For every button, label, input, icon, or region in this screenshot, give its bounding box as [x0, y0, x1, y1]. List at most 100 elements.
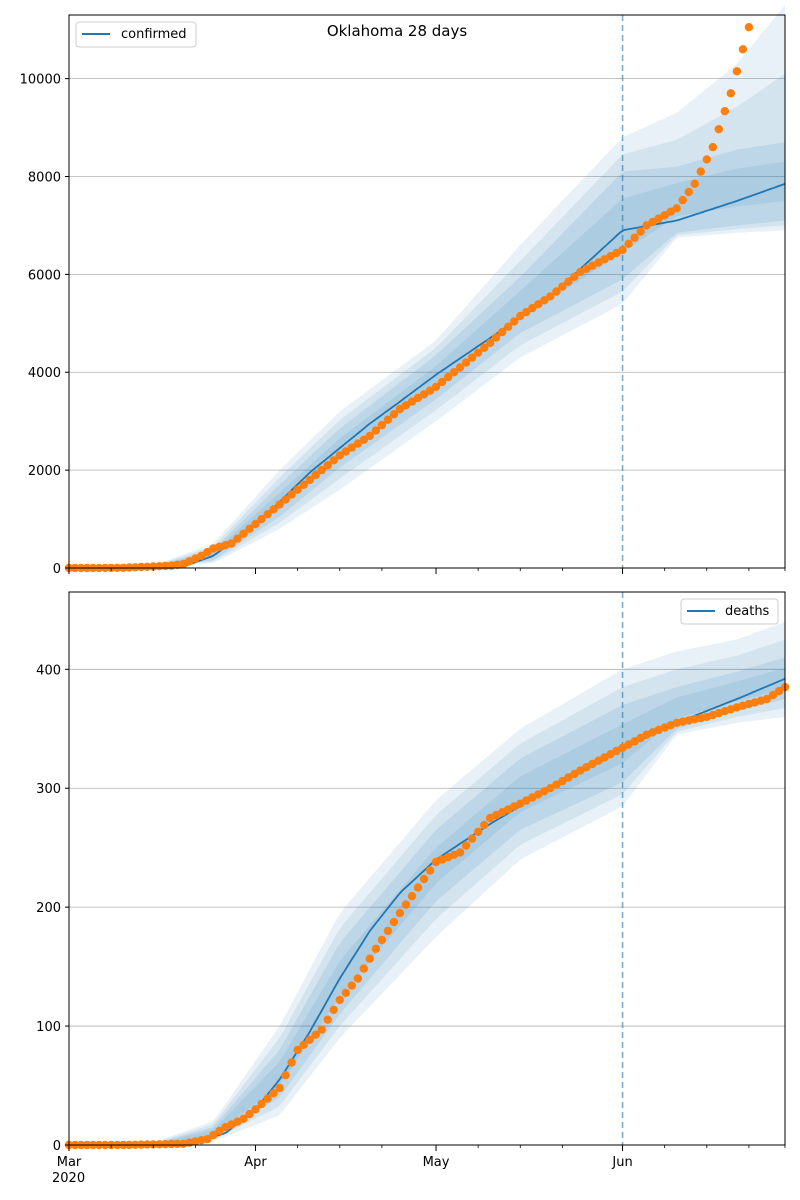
observed-point — [437, 377, 447, 387]
plot-area-confirmed — [69, 15, 785, 568]
observed-point — [425, 386, 435, 395]
y-tick-label: 200 — [36, 901, 61, 916]
observed-point — [401, 401, 411, 410]
observed-point — [143, 562, 152, 571]
y-tick-label: 100 — [36, 1020, 61, 1035]
observed-point — [654, 214, 663, 223]
observed-point — [293, 1045, 302, 1055]
observed-point — [672, 204, 681, 213]
observed-point — [275, 500, 284, 509]
observed-point — [365, 954, 374, 963]
legend-box-deaths — [680, 598, 779, 625]
observed-point — [149, 562, 158, 571]
observed-point — [299, 1040, 308, 1050]
observed-point — [395, 404, 405, 414]
observed-point — [461, 841, 471, 850]
observed-point — [263, 1094, 272, 1103]
observed-point — [636, 227, 645, 236]
observed-point — [461, 358, 471, 367]
observed-point — [383, 926, 393, 936]
observed-point — [431, 382, 441, 392]
observed-point — [269, 1089, 278, 1098]
x-tick-year: 2020 — [52, 1171, 85, 1186]
observed-point — [389, 917, 399, 927]
observed-point — [455, 363, 465, 372]
observed-point — [522, 307, 531, 317]
legend-label-confirmed: confirmed — [121, 27, 187, 42]
observed-point — [335, 451, 344, 460]
observed-point — [149, 1140, 158, 1149]
observed-point — [359, 435, 368, 444]
observed-point — [473, 348, 483, 357]
observed-point — [504, 322, 513, 331]
observed-point — [293, 485, 302, 494]
observed-point — [287, 490, 296, 499]
observed-point — [383, 415, 393, 424]
observed-point — [732, 67, 742, 76]
observed-point — [353, 439, 362, 448]
observed-point — [161, 1140, 170, 1149]
legend-confirmed: confirmed — [75, 21, 197, 48]
observed-point — [407, 397, 417, 406]
observed-point — [480, 820, 489, 830]
observed-point — [269, 505, 278, 514]
observed-point — [341, 988, 350, 997]
observed-point — [558, 282, 567, 291]
observed-point — [570, 272, 579, 281]
observed-point — [564, 277, 573, 286]
observed-point — [738, 45, 748, 54]
observed-point — [678, 195, 687, 205]
observed-point — [467, 834, 477, 843]
observed-point — [173, 1139, 182, 1149]
observed-point — [215, 1126, 224, 1136]
observed-point — [197, 551, 206, 560]
legend-deaths: deaths — [680, 598, 779, 625]
observed-point — [425, 866, 435, 875]
observed-point — [305, 1035, 314, 1045]
observed-point — [281, 495, 290, 504]
band-middle — [69, 639, 785, 1145]
observed-point — [245, 524, 254, 533]
observed-point — [516, 311, 525, 321]
observed-point — [419, 390, 429, 399]
observed-point — [371, 944, 381, 953]
observed-point — [155, 1140, 164, 1149]
y-tick-label: 10000 — [20, 73, 61, 88]
observed-point — [419, 874, 429, 884]
observed-point — [714, 125, 723, 134]
observed-point — [311, 470, 320, 480]
observed-point — [347, 443, 356, 452]
observed-point — [389, 410, 399, 419]
observed-point — [377, 420, 387, 430]
observed-point — [377, 935, 387, 945]
y-tick-label: 0 — [53, 1139, 61, 1154]
observed-point — [449, 368, 459, 377]
observed-point — [263, 510, 272, 519]
observed-point — [624, 239, 633, 248]
observed-point — [239, 529, 248, 538]
observed-point — [317, 465, 326, 475]
observed-point — [203, 1134, 212, 1144]
observed-point — [684, 187, 693, 197]
observed-point — [443, 372, 453, 382]
observed-point — [702, 155, 711, 164]
observed-point — [305, 475, 314, 485]
observed-point — [546, 292, 555, 301]
y-tick-label: 2000 — [28, 464, 61, 479]
plot-frame-confirmed — [68, 14, 786, 569]
observed-point — [546, 784, 555, 793]
observed-point — [275, 1083, 284, 1093]
observed-point — [371, 426, 381, 435]
observed-point — [359, 964, 368, 973]
observed-point — [251, 1105, 260, 1114]
observed-point — [540, 296, 549, 305]
observed-point — [257, 1099, 266, 1109]
observed-point — [690, 179, 699, 188]
observed-point — [365, 431, 374, 441]
legend-box-confirmed — [75, 21, 197, 48]
confidence-bands-confirmed — [69, 5, 785, 569]
